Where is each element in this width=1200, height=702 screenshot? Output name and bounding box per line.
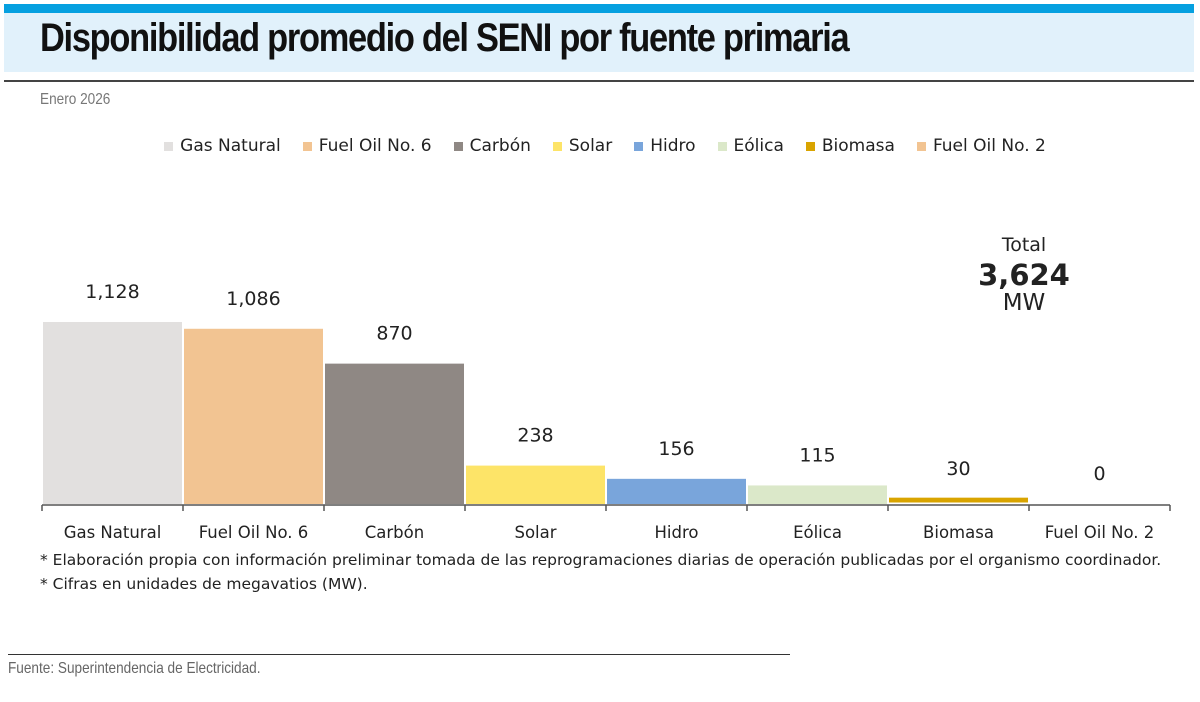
legend-swatch <box>634 141 644 151</box>
source-divider <box>8 654 790 655</box>
bar <box>466 465 605 504</box>
legend-label: Solar <box>568 136 613 156</box>
legend-item: Eólica <box>717 136 784 156</box>
total-value: 3,624 <box>978 258 1070 292</box>
header-band <box>4 13 1194 72</box>
total-label: Total <box>1001 234 1047 256</box>
legend-item: Solar <box>552 136 613 156</box>
legend-label: Biomasa <box>821 136 895 156</box>
bar <box>748 485 887 504</box>
tick-label: Eólica <box>793 523 842 542</box>
tick-label: Carbón <box>365 523 424 542</box>
tick-label: Hidro <box>655 523 699 542</box>
legend-label: Gas Natural <box>180 136 281 156</box>
legend-label: Eólica <box>733 136 784 156</box>
subtitle: Enero 2026 <box>40 91 111 108</box>
data-label: 156 <box>658 438 694 460</box>
legend-swatch <box>916 141 926 151</box>
bar <box>325 363 464 504</box>
legend-swatch <box>805 141 815 151</box>
data-label: 1,128 <box>85 281 139 303</box>
total-unit: MW <box>1002 290 1046 316</box>
data-label: 30 <box>946 458 970 480</box>
legend-item: Biomasa <box>805 136 895 156</box>
legend-label: Hidro <box>650 136 696 156</box>
legend-item: Carbón <box>453 136 531 156</box>
data-label: 870 <box>376 323 412 345</box>
footnote: * Cifras en unidades de megavatios (MW). <box>40 575 368 593</box>
header-divider <box>4 80 1194 82</box>
legend: Gas Natural Fuel Oil No. 6 Carbón Solar Hidr… <box>0 136 1200 156</box>
legend-swatch <box>453 141 463 151</box>
data-label: 238 <box>517 425 553 447</box>
tick-label: Biomasa <box>923 523 994 542</box>
data-label: 0 <box>1093 463 1105 485</box>
total-box: Total 3,624 MW <box>960 234 1088 316</box>
legend-swatch <box>717 141 727 151</box>
legend-label: Carbón <box>469 136 531 156</box>
source-note: Fuente: Superintendencia de Electricidad… <box>8 660 261 677</box>
tick-label: Fuel Oil No. 2 <box>1045 523 1155 542</box>
legend-item: Fuel Oil No. 2 <box>916 136 1046 156</box>
bar <box>607 478 746 504</box>
data-label: 1,086 <box>226 288 280 310</box>
legend-label: Fuel Oil No. 2 <box>932 136 1046 156</box>
legend-item: Hidro <box>634 136 696 156</box>
bar <box>184 328 323 504</box>
tick-label: Gas Natural <box>64 523 162 542</box>
footnotes: * Elaboración propia con información pre… <box>40 548 1180 596</box>
legend-swatch <box>302 141 312 151</box>
legend-item: Gas Natural <box>164 136 281 156</box>
legend-swatch <box>164 141 174 151</box>
tick-label: Fuel Oil No. 6 <box>199 523 309 542</box>
legend-item: Fuel Oil No. 6 <box>302 136 432 156</box>
data-label: 115 <box>799 444 835 466</box>
bar <box>43 322 182 504</box>
header-accent-bar <box>4 4 1194 13</box>
tick-label: Solar <box>514 523 556 542</box>
footnote: * Elaboración propia con información pre… <box>40 551 1162 569</box>
legend-label: Fuel Oil No. 6 <box>318 136 432 156</box>
legend-swatch <box>552 141 562 151</box>
bar <box>889 497 1028 503</box>
page-title: Disponibilidad promedio del SENI por fue… <box>40 16 850 60</box>
